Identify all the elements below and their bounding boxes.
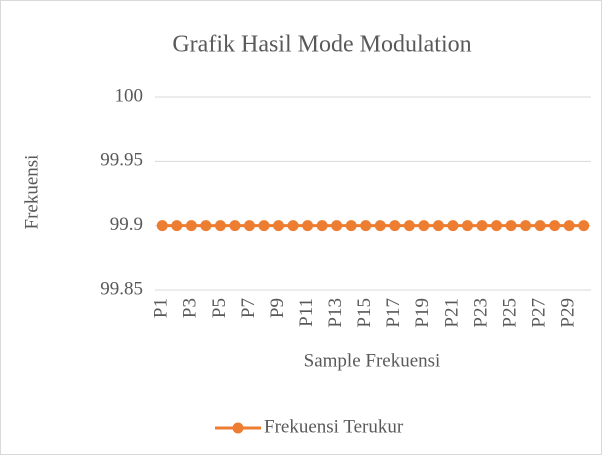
legend-label: Frekuensi Terukur bbox=[264, 416, 404, 437]
point bbox=[185, 220, 197, 232]
y-tick-label: 100 bbox=[115, 85, 144, 106]
point bbox=[258, 220, 270, 232]
point bbox=[403, 220, 415, 232]
point bbox=[563, 220, 575, 232]
point bbox=[287, 220, 299, 232]
point bbox=[360, 220, 372, 232]
point bbox=[316, 220, 328, 232]
y-tick-label: 99.9 bbox=[110, 214, 143, 235]
point bbox=[447, 220, 459, 232]
x-tick-label: P7 bbox=[238, 298, 259, 318]
point bbox=[214, 220, 226, 232]
point bbox=[578, 220, 590, 232]
point bbox=[476, 220, 488, 232]
point bbox=[549, 220, 561, 232]
x-axis-title: Sample Frekuensi bbox=[304, 350, 441, 371]
x-tick-label: P21 bbox=[441, 298, 462, 328]
point bbox=[156, 220, 168, 232]
x-tick-label: P27 bbox=[528, 298, 549, 328]
point bbox=[418, 220, 430, 232]
point bbox=[461, 220, 473, 232]
point bbox=[200, 220, 212, 232]
point bbox=[302, 220, 314, 232]
x-tick-label: P17 bbox=[383, 298, 404, 328]
point bbox=[491, 220, 503, 232]
point bbox=[389, 220, 401, 232]
y-tick-label: 99.85 bbox=[100, 278, 143, 299]
y-axis-title: Frekuensi bbox=[21, 155, 42, 230]
x-tick-label: P13 bbox=[325, 298, 346, 328]
x-tick-label: P25 bbox=[499, 298, 520, 328]
x-tick-label: P3 bbox=[180, 298, 201, 318]
point bbox=[534, 220, 546, 232]
point bbox=[273, 220, 285, 232]
x-tick-label: P19 bbox=[412, 298, 433, 328]
point bbox=[432, 220, 444, 232]
point bbox=[171, 220, 183, 232]
legend-marker bbox=[232, 422, 244, 434]
point bbox=[520, 220, 532, 232]
point bbox=[229, 220, 241, 232]
x-tick-label: P29 bbox=[558, 298, 579, 328]
x-tick-label: P9 bbox=[267, 298, 288, 318]
x-tick-label: P5 bbox=[209, 298, 230, 318]
x-tick-label: P11 bbox=[296, 298, 317, 327]
point bbox=[243, 220, 255, 232]
chart-title: Grafik Hasil Mode Modulation bbox=[172, 32, 471, 58]
x-tick-label: P1 bbox=[151, 298, 172, 318]
point bbox=[505, 220, 517, 232]
x-tick-label: P23 bbox=[470, 298, 491, 328]
point bbox=[345, 220, 357, 232]
y-tick-label: 99.95 bbox=[100, 150, 143, 171]
x-tick-label: P15 bbox=[354, 298, 375, 328]
point bbox=[331, 220, 343, 232]
point bbox=[374, 220, 386, 232]
